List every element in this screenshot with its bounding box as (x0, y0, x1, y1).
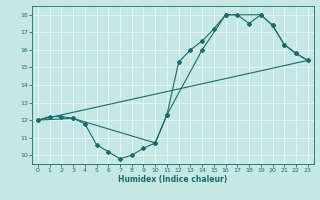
X-axis label: Humidex (Indice chaleur): Humidex (Indice chaleur) (118, 175, 228, 184)
